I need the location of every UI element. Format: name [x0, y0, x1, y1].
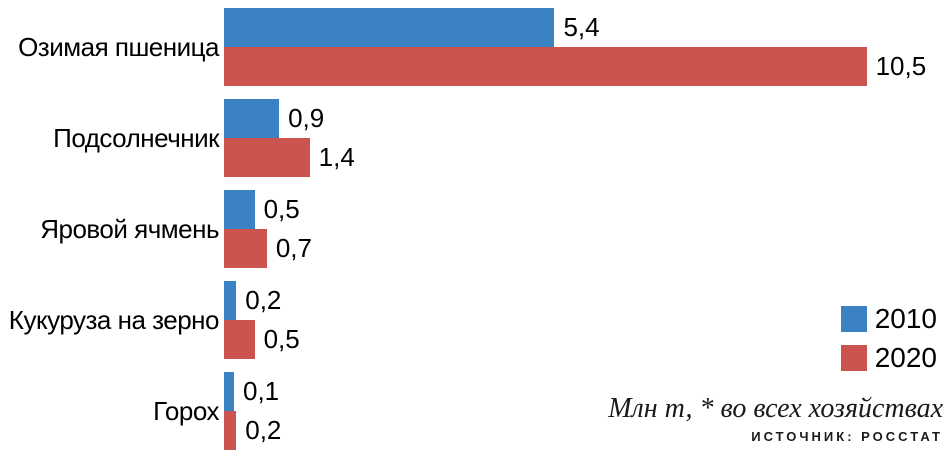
category-label: Горох [153, 395, 219, 426]
bar-2020 [224, 229, 267, 268]
bar-2020 [224, 411, 237, 450]
bar-2010 [224, 281, 237, 320]
bar-pair: 0,9 1,4 [224, 99, 355, 177]
bar-2010 [224, 99, 280, 138]
bar-2020 [224, 47, 867, 86]
unit-footnote: Млн т, * во всех хозяйствах [608, 393, 943, 424]
bar-2020 [224, 138, 310, 177]
category-label: Кукуруза на зерно [8, 304, 220, 335]
legend-swatch-2010 [840, 306, 867, 332]
chart-row: Кукуруза на зерно 0,2 0,5 [0, 281, 950, 359]
legend-swatch-2020 [840, 345, 867, 371]
chart-row: Подсолнечник 0,9 1,4 [0, 99, 950, 177]
category-label: Яровой ячмень [40, 213, 219, 244]
bar-line: 0,7 [224, 229, 312, 268]
value-label: 10,5 [875, 51, 927, 81]
bar-line: 5,4 [224, 8, 926, 47]
bar-line: 1,4 [224, 138, 355, 177]
bar-line: 0,5 [224, 190, 312, 229]
value-label: 0,2 [245, 285, 282, 315]
bar-line: 0,1 [224, 372, 281, 411]
bar-pair: 0,2 0,5 [224, 281, 300, 359]
bar-line: 0,2 [224, 281, 300, 320]
bar-2020 [224, 320, 255, 359]
legend-item-2010: 2010 [840, 303, 937, 334]
bar-2010 [224, 8, 555, 47]
bar-line: 0,2 [224, 411, 281, 450]
chart-row: Озимая пшеница 5,4 10,5 [0, 8, 950, 86]
legend-label-2010: 2010 [874, 303, 937, 334]
legend: 2010 2020 [840, 303, 937, 373]
legend-label-2020: 2020 [874, 342, 937, 373]
source-credit: ИСТОЧНИК: РОССТАТ [751, 429, 943, 444]
value-label: 0,1 [243, 376, 280, 406]
bar-line: 10,5 [224, 47, 926, 86]
bar-2010 [224, 372, 234, 411]
bar-pair: 0,1 0,2 [224, 372, 281, 450]
value-label: 5,4 [563, 12, 600, 42]
value-label: 1,4 [318, 142, 355, 172]
value-label: 0,5 [263, 324, 300, 354]
value-label: 0,9 [288, 103, 325, 133]
bar-pair: 0,5 0,7 [224, 190, 312, 268]
value-label: 0,7 [275, 233, 312, 263]
bar-pair: 5,4 10,5 [224, 8, 926, 86]
value-label: 0,2 [245, 415, 282, 445]
category-label: Подсолнечник [53, 122, 219, 153]
chart-rows: Озимая пшеница 5,4 10,5 Подсолнечник 0,9 1,4 Я… [0, 8, 950, 450]
bar-line: 0,5 [224, 320, 300, 359]
legend-item-2020: 2020 [840, 342, 937, 373]
value-label: 0,5 [263, 194, 300, 224]
bar-2010 [224, 190, 255, 229]
chart-row: Яровой ячмень 0,5 0,7 [0, 190, 950, 268]
category-label: Озимая пшеница [18, 31, 219, 62]
bar-line: 0,9 [224, 99, 355, 138]
chart-row: Горох 0,1 0,2 [0, 372, 950, 450]
